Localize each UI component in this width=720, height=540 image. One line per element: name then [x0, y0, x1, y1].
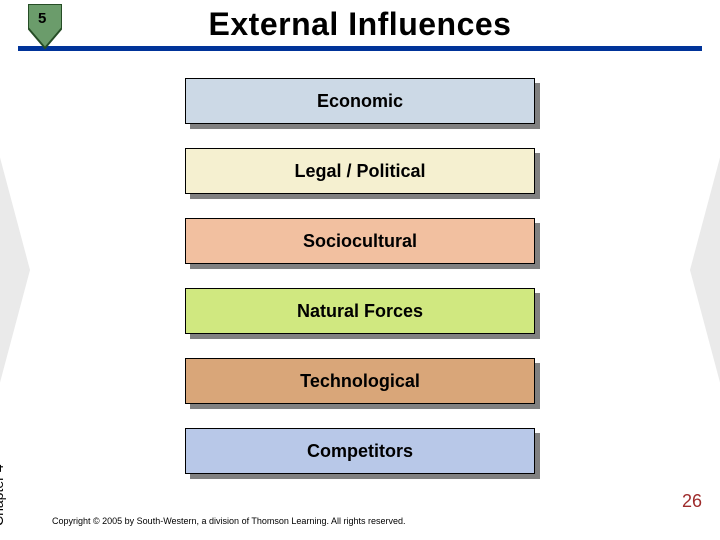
page-number: 26	[682, 491, 702, 512]
list-item: Natural Forces	[185, 288, 535, 334]
slide-number-badge: 5	[38, 10, 46, 27]
box-sociocultural: Sociocultural	[185, 218, 535, 264]
box-competitors: Competitors	[185, 428, 535, 474]
title-underline	[18, 46, 702, 51]
list-item: Economic	[185, 78, 535, 124]
chapter-label: Chapter 4	[0, 465, 6, 526]
box-natural-forces: Natural Forces	[185, 288, 535, 334]
copyright-text: Copyright © 2005 by South-Western, a div…	[52, 516, 405, 526]
list-item: Legal / Political	[185, 148, 535, 194]
list-item: Competitors	[185, 428, 535, 474]
list-item: Sociocultural	[185, 218, 535, 264]
influence-list: Economic Legal / Political Sociocultural…	[0, 78, 720, 474]
slide-title: External Influences	[0, 6, 720, 43]
box-economic: Economic	[185, 78, 535, 124]
list-item: Technological	[185, 358, 535, 404]
box-legal-political: Legal / Political	[185, 148, 535, 194]
box-technological: Technological	[185, 358, 535, 404]
